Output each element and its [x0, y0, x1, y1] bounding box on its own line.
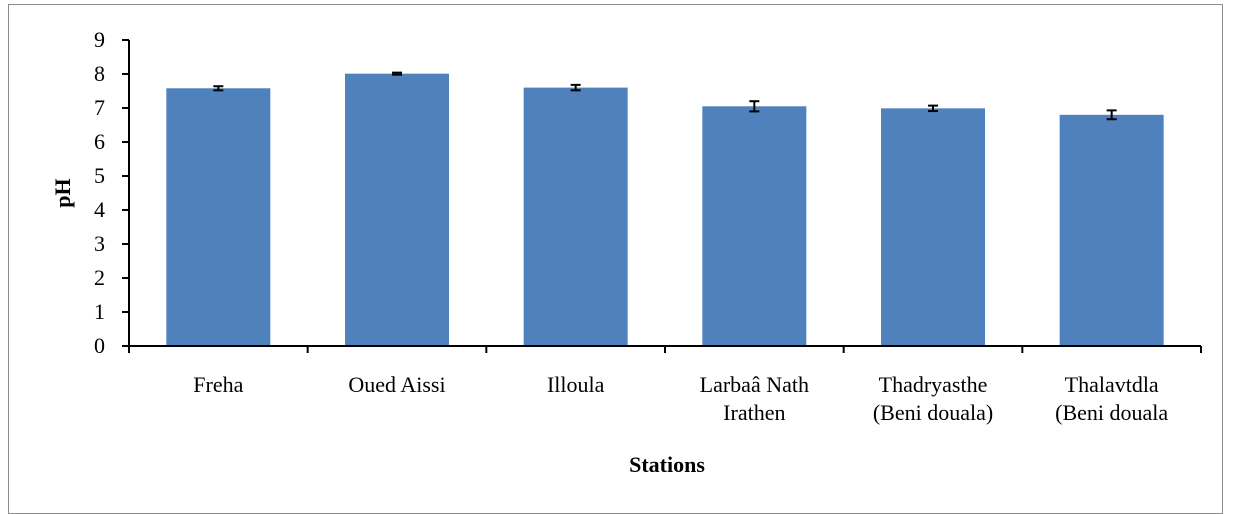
y-tick-label: 1: [94, 299, 105, 324]
y-tick-label: 0: [94, 333, 105, 358]
bar: [881, 108, 985, 346]
error-bar: [928, 104, 938, 113]
bar: [702, 106, 807, 346]
x-tick-label: (Beni douala): [873, 400, 993, 425]
x-tick-label: Thalavtdla: [1065, 372, 1159, 397]
y-tick-label: 5: [94, 163, 105, 188]
x-tick-label: Oued Aissi: [348, 372, 445, 397]
y-tick-label: 9: [94, 27, 105, 52]
error-bars: [213, 71, 1117, 121]
error-bar: [392, 71, 402, 76]
error-bar: [749, 100, 760, 113]
y-axis-ticks: 0 1 2 3 4 5 6 7 8 9: [94, 27, 129, 358]
x-tick-label: (Beni douala: [1055, 400, 1168, 425]
bar: [166, 88, 271, 346]
bar: [1059, 114, 1164, 346]
x-tick-label: Irathen: [723, 400, 785, 425]
y-tick-label: 7: [94, 95, 105, 120]
y-tick-label: 6: [94, 129, 105, 154]
y-tick-label: 4: [94, 197, 105, 222]
x-axis-labels: Freha Oued Aissi Illoula Larbaâ Nath Irathen…: [193, 372, 1168, 425]
error-bar: [570, 83, 581, 92]
error-bar: [213, 85, 224, 92]
x-axis-title: Stations: [629, 452, 705, 477]
bars: [166, 73, 1164, 346]
x-tick-label: Thadryasthe: [879, 372, 988, 397]
bar: [345, 73, 449, 346]
x-tick-label: Larbaâ Nath: [700, 372, 809, 397]
y-tick-label: 3: [94, 231, 105, 256]
x-tick-label: Freha: [193, 372, 243, 397]
x-axis-ticks: [128, 346, 1202, 353]
y-axis-title: pH: [50, 178, 75, 207]
y-tick-label: 8: [94, 61, 105, 86]
y-tick-label: 2: [94, 265, 105, 290]
x-tick-label: Illoula: [547, 372, 605, 397]
error-bar: [1106, 109, 1117, 121]
bar: [523, 87, 628, 346]
